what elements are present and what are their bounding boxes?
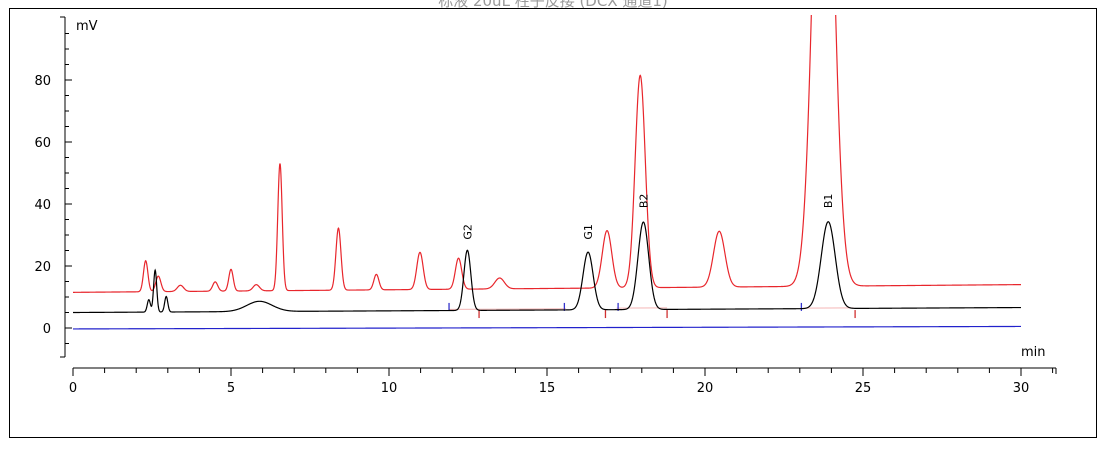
y-tick-label: 80 [34, 74, 51, 89]
chart-title: 标液 20uL 柱子反接 (DCX 通道1) [438, 0, 668, 10]
traces [73, 15, 1021, 330]
x-tick-label: 25 [855, 381, 872, 396]
y-axis-label: mV [76, 19, 98, 34]
y-tick-label: 60 [34, 136, 51, 151]
x-tick-label: 30 [1013, 381, 1030, 396]
plot-frame [9, 8, 1097, 438]
x-tick-label: 0 [69, 381, 77, 396]
peak-label: G2 [461, 224, 474, 240]
trace-line-3 [73, 325, 1021, 330]
integration-baseline [449, 308, 566, 310]
trace-line-2 [73, 221, 1021, 314]
peak-label: B2 [637, 194, 650, 209]
x-tick-label: 20 [697, 381, 714, 396]
y-tick-label: 0 [43, 322, 51, 337]
trace-line-1 [73, 15, 1021, 293]
peak-label: B1 [822, 194, 835, 209]
peak-labels: G2 G1 B2 B1 [461, 194, 835, 240]
y-tick-label: 20 [34, 260, 51, 275]
peak-label: G1 [582, 224, 595, 240]
axes: 0 20 40 60 80 0 5 10 15 20 25 30 [34, 16, 1057, 396]
y-tick-label: 40 [34, 198, 51, 213]
x-tick-label: 5 [227, 381, 235, 396]
x-tick-label: 10 [381, 381, 398, 396]
x-axis-label: min [1021, 345, 1046, 360]
x-tick-label: 15 [539, 381, 556, 396]
